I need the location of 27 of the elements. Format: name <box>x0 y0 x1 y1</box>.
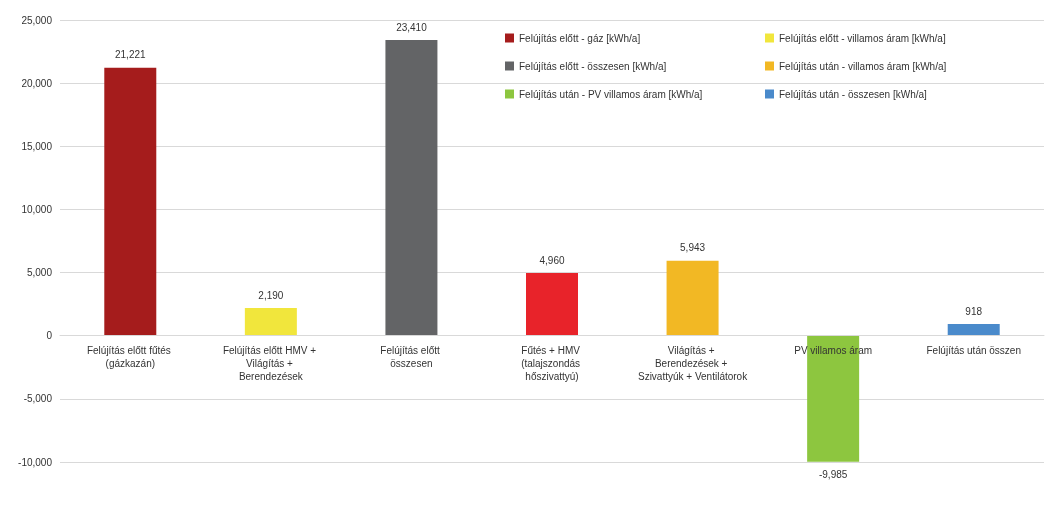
y-tick-label: 10,000 <box>21 203 53 215</box>
x-tick-label: Felújítás előtt HMV + Világítás + Berendezések <box>222 344 319 382</box>
legend-label: Felújítás előtt - villamos áram [kWh/a] <box>779 32 946 44</box>
x-tick-label: Felújítás után összen <box>926 344 1021 356</box>
y-tick-label: -10,000 <box>18 456 53 468</box>
x-tick-label: Felújítás előtt fűtés (gázkazán) <box>86 344 174 369</box>
legend-label: Felújítás előtt - gáz [kWh/a] <box>519 32 641 44</box>
y-tick-label: -5,000 <box>23 393 53 405</box>
data-label: 918 <box>965 305 983 317</box>
data-label: 5,943 <box>680 242 706 254</box>
legend-label: Felújítás után - összesen [kWh/a] <box>779 88 928 100</box>
y-tick-label: 5,000 <box>26 267 53 279</box>
y-tick-label: 15,000 <box>21 140 53 152</box>
x-tick-label: Felújítás előtt összesen <box>380 344 443 369</box>
data-label: 23,410 <box>396 21 428 33</box>
legend-label: Felújítás után - villamos áram [kWh/a] <box>779 60 947 72</box>
y-tick-label: 0 <box>46 330 53 342</box>
legend-label: Felújítás előtt - összesen [kWh/a] <box>519 60 667 72</box>
data-label: -9,985 <box>818 469 848 481</box>
data-label: 2,190 <box>258 289 284 301</box>
x-tick-label: Fűtés + HMV (talajszondás hőszivattyú) <box>521 344 583 382</box>
x-tick-label: Világítás + Berendezések + Szivattyúk + Ventilátorok <box>637 344 749 382</box>
y-tick-label: 20,000 <box>21 77 53 89</box>
data-label: 21,221 <box>114 49 147 61</box>
y-tick-label: 25,000 <box>21 14 53 26</box>
legend-label: Felújítás után - PV villamos áram [kWh/a] <box>519 88 703 100</box>
data-label: 4,960 <box>539 254 565 266</box>
